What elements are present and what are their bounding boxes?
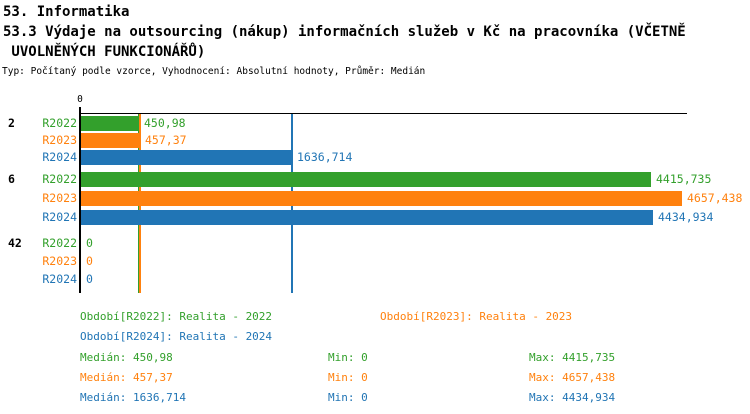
- bar-r2023: [81, 191, 682, 206]
- bar-value-label: 0: [86, 236, 93, 250]
- bar-value-label: 457,37: [145, 133, 187, 147]
- stat-min-r2024: Min: 0: [328, 391, 368, 404]
- report-title-line2: 53.3 Výdaje na outsourcing (nákup) infor…: [3, 24, 686, 40]
- bar-row: R2024 4434,934: [0, 210, 750, 225]
- bar-row: R2022 4415,735: [0, 172, 750, 187]
- stat-max-r2024: Max: 4434,934: [529, 391, 616, 404]
- bar-value-label: 0: [86, 272, 93, 286]
- bar-value-label: 450,98: [144, 116, 186, 130]
- bar-value-label: 0: [86, 254, 93, 268]
- bar-row-label: R2024: [42, 210, 77, 224]
- group-label: 2: [8, 116, 15, 130]
- stat-min-r2022: Min: 0: [328, 351, 368, 364]
- bar-row-label: R2022: [42, 236, 77, 250]
- bar-row: R2022 450,98: [0, 116, 750, 131]
- legend-item-r2023: Období[R2023]: Realita - 2023: [380, 310, 573, 323]
- report-title-line1: 53. Informatika: [3, 4, 130, 20]
- bar-row: R2024 0: [0, 272, 750, 287]
- report-subtitle: Typ: Počítaný podle vzorce, Vyhodnocení:…: [2, 66, 426, 77]
- stat-median-r2024: Medián: 1636,714: [80, 391, 186, 404]
- group-label: 6: [8, 172, 15, 186]
- bar-row-label: R2023: [42, 254, 77, 268]
- bar-r2022: [81, 172, 651, 187]
- x-axis-line: [80, 113, 687, 114]
- bar-row-label: R2022: [42, 172, 77, 186]
- bar-r2022: [81, 116, 139, 131]
- stat-median-r2022: Medián: 450,98: [80, 351, 173, 364]
- stat-max-r2022: Max: 4415,735: [529, 351, 616, 364]
- bar-row: R2024 1636,714: [0, 150, 750, 165]
- stat-median-r2023: Medián: 457,37: [80, 371, 173, 384]
- report-title-line3: UVOLNĚNÝCH FUNKCIONÁŘŮ): [3, 44, 206, 60]
- legend-item-r2024: Období[R2024]: Realita - 2024: [80, 330, 273, 343]
- bar-row: R2023 4657,438: [0, 191, 750, 206]
- legend-item-r2022: Období[R2022]: Realita - 2022: [80, 310, 273, 323]
- bar-r2023: [81, 133, 140, 148]
- x-axis-zero-label: 0: [77, 94, 83, 105]
- bar-row-label: R2024: [42, 150, 77, 164]
- bar-value-label: 4657,438: [687, 191, 743, 205]
- group-label: 42: [8, 236, 22, 250]
- bar-row: R2023 457,37: [0, 133, 750, 148]
- y-axis-line: [79, 107, 81, 293]
- bar-r2024: [81, 150, 292, 165]
- stat-min-r2023: Min: 0: [328, 371, 368, 384]
- stat-max-r2023: Max: 4657,438: [529, 371, 616, 384]
- bar-value-label: 4415,735: [656, 172, 712, 186]
- bar-row-label: R2023: [42, 191, 77, 205]
- bar-value-label: 4434,934: [658, 210, 714, 224]
- bar-row: R2023 0: [0, 254, 750, 269]
- bar-r2024: [81, 210, 653, 225]
- bar-row: R2022 0: [0, 236, 750, 251]
- bar-row-label: R2023: [42, 133, 77, 147]
- bar-value-label: 1636,714: [297, 150, 353, 164]
- bar-row-label: R2022: [42, 116, 77, 130]
- bar-row-label: R2024: [42, 272, 77, 286]
